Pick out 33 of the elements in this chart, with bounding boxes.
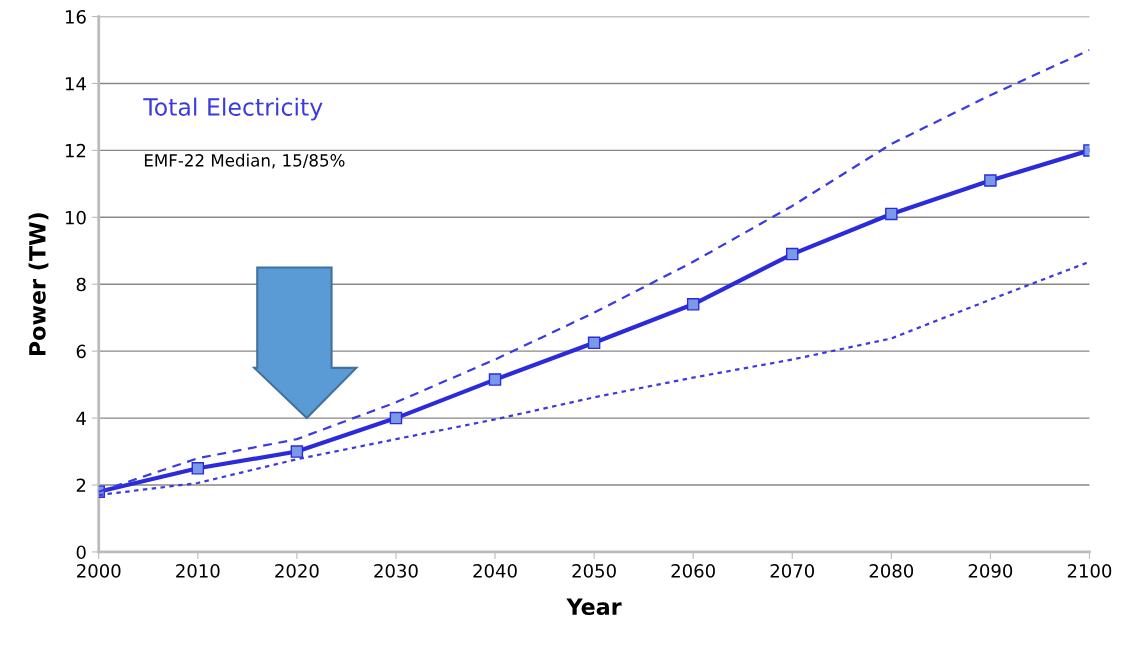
y-tick-label: 10: [65, 210, 86, 225]
x-tick-label: 2090: [968, 564, 1013, 578]
point: [686, 298, 700, 311]
annotation: EMF-22 Median, 15/85%: [144, 153, 345, 169]
point: [191, 462, 205, 475]
y-tick-label: 6: [76, 344, 86, 359]
y-tick-label: 16: [65, 9, 86, 24]
x-axis-title: Year: [566, 598, 622, 616]
y-tick-label: 2: [76, 478, 86, 492]
point: [488, 373, 502, 386]
x-tick-label: 2050: [572, 564, 616, 578]
x-tick-label: 2080: [869, 564, 914, 578]
y-axis-title: Power (TW): [28, 213, 49, 356]
x-tick-label: 2100: [1067, 564, 1112, 578]
annotation: Total Electricity: [143, 97, 323, 121]
y-tick-label: 8: [76, 277, 86, 292]
x-tick-label: 2070: [770, 564, 815, 578]
x-tick-label: 2000: [77, 564, 121, 578]
point: [785, 247, 799, 261]
y-tick-label: 0: [76, 545, 86, 560]
x-tick-label: 2040: [473, 564, 517, 578]
y-tick-label: 12: [65, 143, 86, 158]
x-tick-label: 2060: [671, 564, 715, 578]
point: [587, 336, 601, 350]
point: [389, 411, 403, 425]
x-tick-label: 2020: [275, 564, 319, 578]
point: [290, 445, 304, 458]
point: [885, 207, 898, 221]
x-tick-label: 2010: [176, 564, 220, 578]
y-tick-label: 14: [65, 77, 86, 91]
y-tick-label: 4: [76, 411, 86, 425]
point: [984, 174, 997, 187]
x-tick-label: 2030: [374, 564, 418, 578]
